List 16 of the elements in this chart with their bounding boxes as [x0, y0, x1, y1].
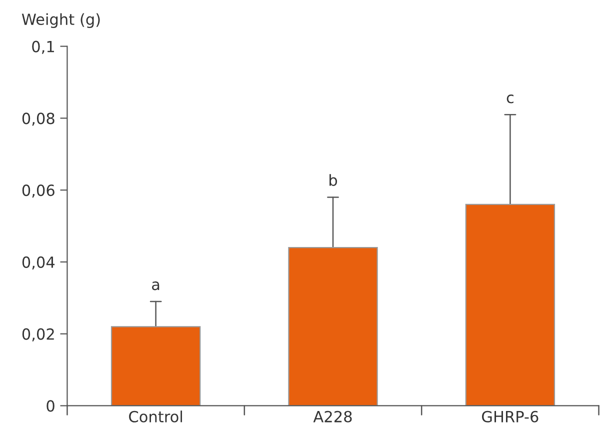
- x-tick-label: GHRP-6: [482, 410, 538, 422]
- y-tick-label: 0,06: [22, 184, 54, 198]
- annotation: b: [330, 174, 338, 186]
- bar: [110, 326, 201, 406]
- y-tick-label: 0,04: [22, 256, 55, 270]
- bar: [288, 247, 378, 406]
- y-axis-title: Weight (g): [22, 13, 100, 28]
- annotation: a: [152, 281, 160, 290]
- bar: [465, 204, 556, 406]
- annotation: c: [506, 94, 514, 104]
- x-tick-label: Control: [129, 410, 182, 422]
- x-tick-label: A228: [313, 410, 352, 422]
- y-tick-label: 0,08: [22, 112, 54, 126]
- y-tick-label: 0,02: [22, 328, 54, 342]
- y-tick-label: 0,1: [32, 40, 54, 54]
- y-tick-label: 0: [46, 400, 54, 412]
